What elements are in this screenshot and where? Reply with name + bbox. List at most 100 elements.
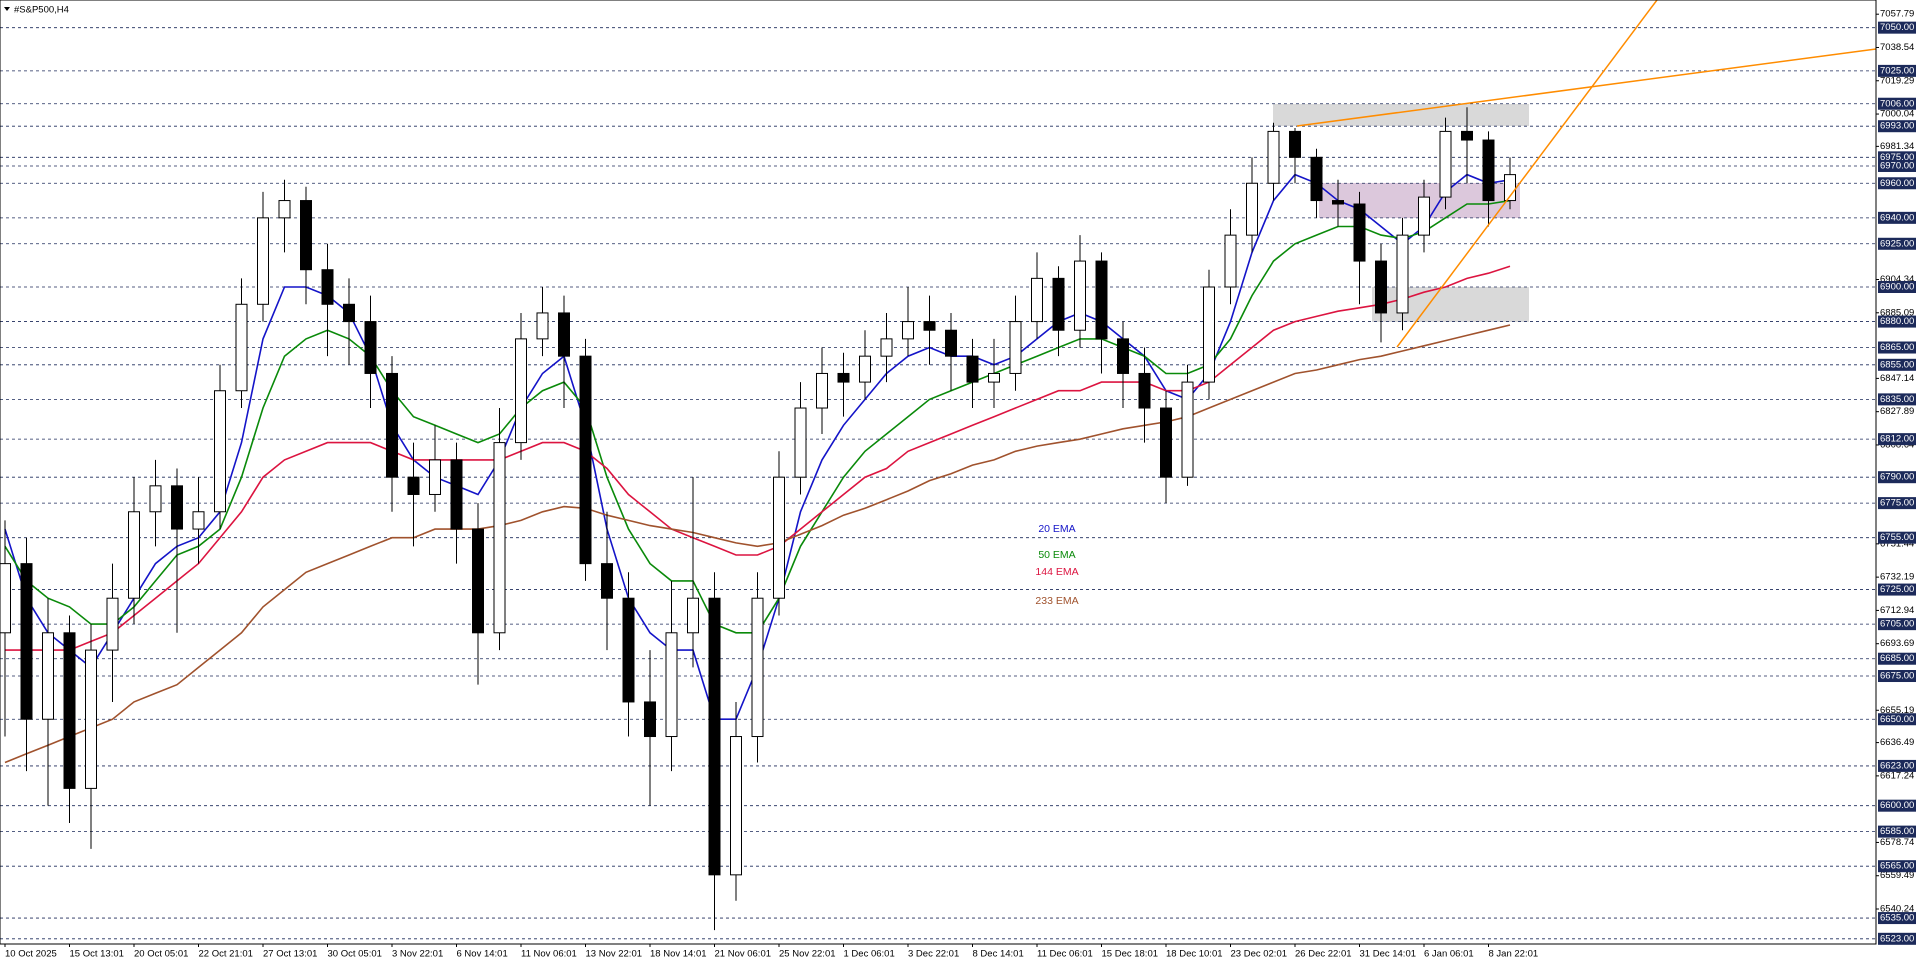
y-tick-label: 6617.24 (1880, 770, 1914, 781)
level-label-box (1878, 471, 1916, 484)
y-tick-label: 6655.19 (1880, 705, 1914, 716)
level-label: 6865.00 (1880, 342, 1914, 353)
candle-body (1353, 203, 1366, 262)
plot-frame (0, 0, 1877, 945)
candle-body (343, 303, 355, 323)
candle-body (1160, 407, 1172, 478)
level-label-box (1878, 583, 1916, 596)
candle-body (493, 442, 506, 634)
candle-body (902, 321, 914, 340)
y-tick-label: 6693.69 (1880, 638, 1914, 649)
level-label-box (1878, 315, 1916, 328)
candle-body (966, 355, 979, 383)
level-label-box (1878, 618, 1916, 631)
level-label-box (1878, 759, 1916, 772)
level-label: 6790.00 (1880, 472, 1914, 483)
candle-body (687, 597, 699, 634)
level-label: 6623.00 (1880, 760, 1914, 771)
x-tick-label: 3 Dec 22:01 (908, 949, 959, 960)
level-label-box (1878, 64, 1916, 77)
candle-body (859, 355, 871, 383)
candle-body (321, 269, 334, 305)
ema-line (4, 324, 1511, 764)
level-label: 6585.00 (1880, 826, 1914, 837)
level-label: 6775.00 (1880, 498, 1914, 509)
level-label: 6755.00 (1880, 532, 1914, 543)
level-label: 6960.00 (1880, 178, 1914, 189)
level-label-box (1878, 97, 1916, 110)
level-label: 6523.00 (1880, 933, 1914, 944)
level-label-box (1878, 281, 1916, 294)
y-tick-label: 6827.89 (1880, 406, 1914, 417)
candle-body (1052, 277, 1065, 331)
axes: 7057.79 7038.54 7019.29 7000.04 6981.34 6904.… (4, 9, 1916, 960)
level-label: 6565.00 (1880, 861, 1914, 872)
level-label: 6725.00 (1880, 584, 1914, 595)
level-label-box (1878, 799, 1916, 812)
candle-body (0, 563, 11, 634)
y-tick-label: 7038.54 (1880, 42, 1914, 53)
y-tick-label: 6885.09 (1880, 307, 1914, 318)
candle-body (665, 632, 678, 738)
candle-body (235, 303, 248, 392)
candle-body (644, 701, 656, 738)
candle-body (1181, 381, 1194, 478)
candle-body (128, 511, 140, 599)
trendlines (1296, 0, 1877, 348)
candle-body (106, 597, 119, 651)
level-label: 6970.00 (1880, 160, 1914, 171)
candle-body (278, 200, 291, 219)
level-label: 7025.00 (1880, 65, 1914, 76)
level-label-box (1878, 912, 1916, 925)
candle-body (386, 372, 398, 478)
y-tick-label: 6904.34 (1880, 274, 1914, 285)
x-tick-label: 6 Jan 06:01 (1424, 949, 1474, 960)
x-tick-label: 25 Nov 22:01 (779, 949, 836, 960)
level-label-box (1878, 120, 1916, 133)
candle-body (1332, 200, 1344, 205)
candle-body (171, 485, 183, 530)
candle-body (1095, 260, 1108, 340)
candle-body (300, 200, 312, 271)
x-tick-label: 13 Nov 22:01 (586, 949, 643, 960)
x-tick-label: 8 Jan 22:01 (1489, 949, 1539, 960)
candle-body (1074, 260, 1086, 331)
candle-body (20, 563, 33, 720)
x-tick-label: 1 Dec 06:01 (844, 949, 895, 960)
y-tick-label: 6712.94 (1880, 605, 1914, 616)
legend-label: 50 EMA (1038, 549, 1075, 561)
x-tick-label: 18 Dec 10:01 (1166, 949, 1223, 960)
x-tick-label: 31 Dec 14:01 (1360, 949, 1417, 960)
legend-label: 144 EMA (1035, 566, 1078, 578)
level-label: 6975.00 (1880, 152, 1914, 163)
level-label-box (1878, 211, 1916, 224)
level-label: 6900.00 (1880, 282, 1914, 293)
level-label-box (1878, 670, 1916, 683)
level-label-box (1878, 177, 1916, 190)
level-label-box (1878, 860, 1916, 873)
candle-body (1375, 260, 1387, 314)
candle-body (923, 321, 936, 331)
menu-arrow[interactable] (4, 7, 10, 11)
level-label: 6600.00 (1880, 800, 1914, 811)
candle-body (1203, 286, 1215, 383)
x-tick-label: 3 Nov 22:01 (392, 949, 443, 960)
level-label: 6705.00 (1880, 619, 1914, 630)
candle-body (1504, 174, 1516, 202)
candle-body (1031, 277, 1043, 323)
candle-body (450, 459, 463, 530)
level-label-box (1878, 237, 1916, 250)
level-label-box (1878, 433, 1916, 446)
candle-body (63, 632, 76, 789)
level-label: 6880.00 (1880, 316, 1914, 327)
candle-body (429, 459, 441, 495)
candle-body (407, 476, 420, 495)
legend-label: 20 EMA (1038, 523, 1075, 535)
y-tick-label: 6981.34 (1880, 141, 1914, 152)
ema-line (5, 265, 1511, 651)
level-label-box (1878, 341, 1916, 354)
candle-body (1482, 139, 1495, 202)
candle-body (1138, 372, 1151, 409)
x-tick-label: 26 Dec 22:01 (1295, 949, 1352, 960)
